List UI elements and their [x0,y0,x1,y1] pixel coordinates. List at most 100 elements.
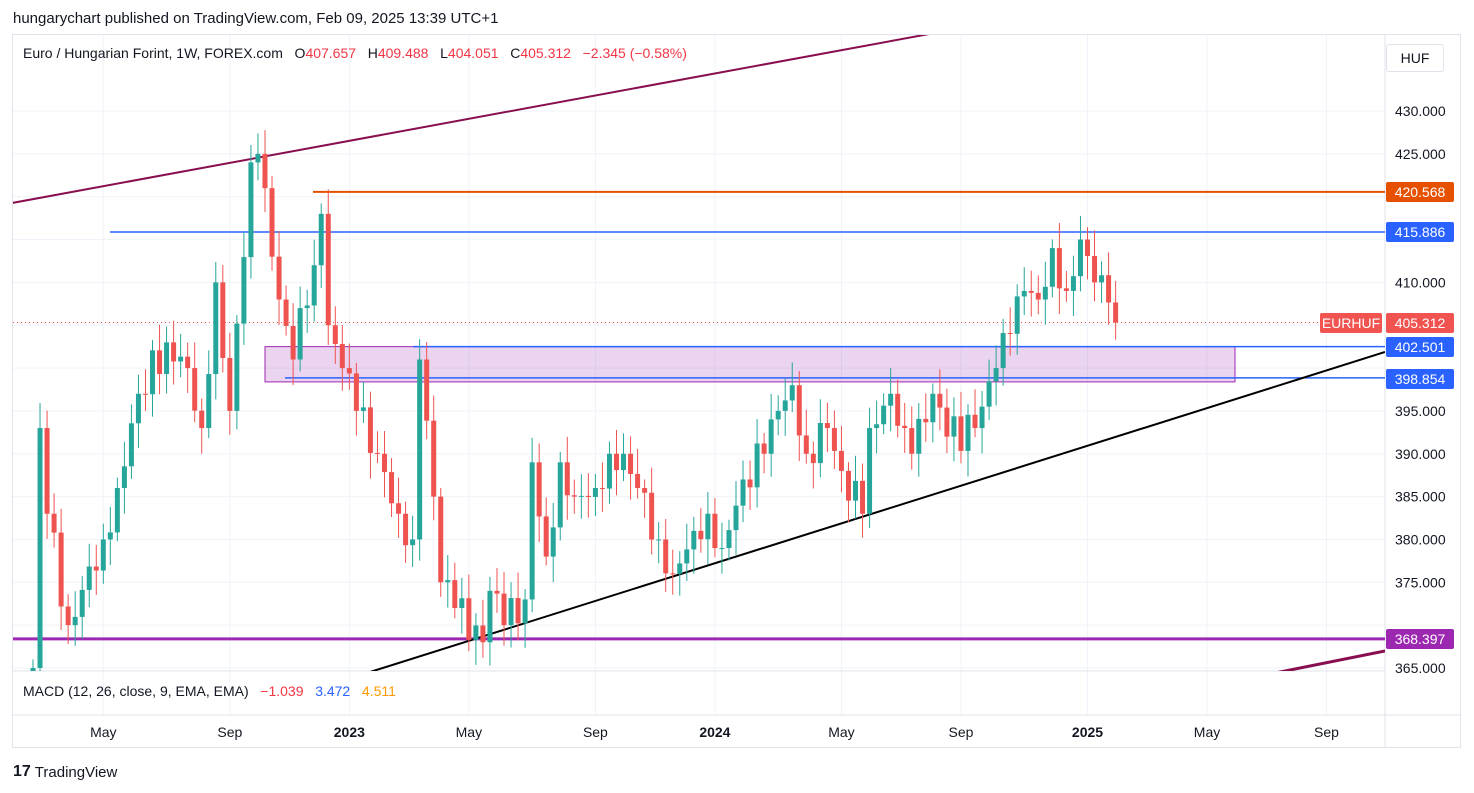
candle-body [867,428,873,514]
candle-body [621,453,627,471]
candle-body [353,373,359,411]
candle-body [339,344,345,369]
y-tick-label: 380.000 [1395,531,1446,547]
candle-body [958,416,964,451]
candle-body [1042,286,1048,300]
candle-body [86,566,92,590]
symbol-tag: EURHUF [1320,313,1382,333]
candle-body [853,480,859,501]
x-tick-label: Sep [1314,724,1339,740]
candle-body [325,213,331,326]
y-tick-label: 385.000 [1395,489,1446,505]
candle-body [389,472,395,504]
candle-body [459,598,465,609]
candle-body [895,393,901,426]
candle-body [543,516,549,557]
candle-body [733,505,739,531]
candle-body [845,470,851,501]
candle-body [768,419,774,454]
x-tick-label: Sep [583,724,608,740]
candle-body [283,299,289,326]
candle-body [1092,256,1098,283]
y-tick-label: 365.000 [1395,660,1446,676]
y-tick-label: 410.000 [1395,274,1446,290]
open-value: 407.657 [305,45,357,61]
candle-body [480,625,486,643]
y-tick-label: 430.000 [1395,103,1446,119]
candle-body [100,539,106,571]
x-tick-label: 2023 [334,724,365,740]
candle-body [494,590,500,594]
macd-title: MACD (12, 26, close, 9, EMA, EMA) [23,683,249,699]
candle-body [881,405,887,425]
close-value: 405.312 [520,45,571,61]
candle-body [424,359,430,421]
candle-body [937,393,943,408]
candle-body [1056,248,1062,289]
brand-name: TradingView [34,763,118,781]
level-label-402: 402.501 [1386,337,1454,357]
candle-body [1035,292,1041,300]
candle-body [965,414,971,451]
candle-body [775,410,781,420]
candle-body [972,414,978,429]
change-value: −2.345 (−0.58%) [582,45,687,61]
candle-body [726,530,732,549]
candle-body [255,153,261,163]
candle-body [606,453,612,489]
candle-body [142,393,148,395]
candle-body [30,667,36,671]
candle-body [712,513,718,549]
candle-body [508,598,514,626]
candle-body [164,342,170,374]
ascending-trendline [369,351,1385,671]
candle-body [171,342,177,362]
support-zone [264,346,1236,383]
candle-body [979,406,985,429]
signal-value: 3.472 [315,683,351,699]
candle-body [874,424,880,429]
symbol-legend: Euro / Hungarian Forint, 1W, FOREX.com O… [23,45,687,61]
candle-body [599,488,605,490]
candle-body [487,590,493,643]
candle-body [831,428,837,451]
candle-body [529,462,535,600]
candle-body [1014,296,1020,334]
tradingview-logo[interactable]: 17 TradingView [13,763,117,781]
candle-body [944,407,950,437]
candle-body [993,368,999,382]
candle-body [670,573,676,575]
candle-body [1077,239,1083,277]
candle-body [1070,276,1076,291]
x-tick-label: May [828,724,854,740]
high-value: 409.488 [377,45,429,61]
x-tick-label: 2025 [1072,724,1103,740]
candle-body [360,407,366,411]
currency-button[interactable]: HUF [1386,44,1444,72]
candle-body [396,503,402,514]
candle-body [761,443,767,454]
candle-body [803,435,809,454]
low-value: 404.051 [447,45,499,61]
candle-body [199,410,205,429]
candle-body [290,325,296,360]
candle-body [227,357,233,411]
x-tick-label: May [1194,724,1220,740]
x-tick-label: 2024 [699,724,730,740]
candle-body [382,453,387,473]
candle-body [557,462,563,528]
chart-frame [12,34,1461,748]
candle-body [810,453,816,464]
candle-body [930,393,936,423]
candle-body [297,308,303,360]
candle-body [438,496,444,583]
candle-body [1106,275,1112,303]
candle-body [909,428,915,454]
candle-body [452,580,458,609]
candle-body [684,549,690,564]
candle-body [691,530,697,550]
candle-body [234,323,240,411]
candle-body [417,359,423,540]
candle-body [578,495,584,497]
